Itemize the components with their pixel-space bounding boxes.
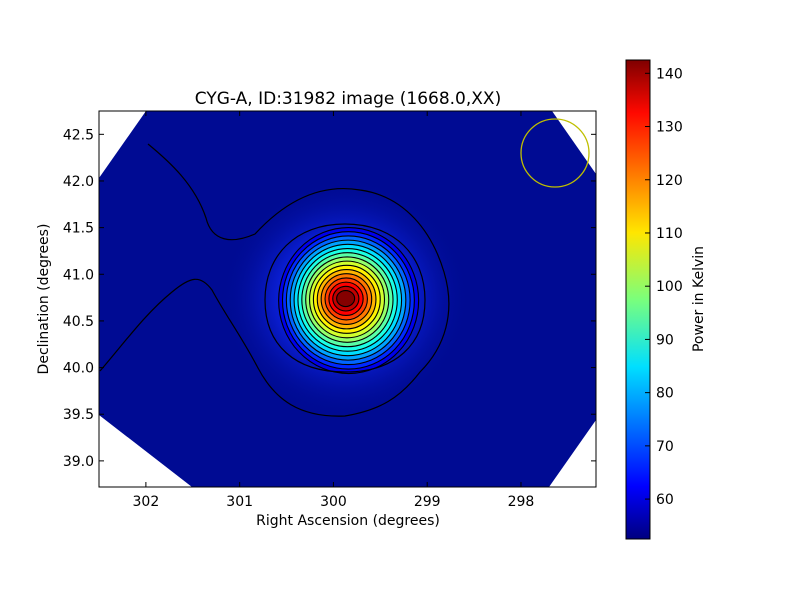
contour-line [328, 281, 364, 317]
contour-line [278, 226, 420, 375]
colorbar: 60 70 80 90 100 110 120 130 140 Power in Kelvin [625, 59, 707, 540]
x-axis-label: Right Ascension (degrees) [256, 513, 440, 529]
colorbar-tick-label: 80 [656, 386, 674, 402]
contour-inner-large [264, 223, 426, 373]
y-tick-label: 39.0 [63, 454, 94, 470]
y-axis-label: Declination (degrees) [36, 224, 52, 375]
colorbar-tick-label: 130 [656, 120, 683, 136]
contour-line [336, 289, 356, 308]
colorbar-tick-label: 60 [656, 492, 674, 508]
colorbar-tick-label: 90 [656, 332, 674, 348]
y-tick-label: 39.5 [63, 407, 94, 423]
outer-contours [99, 143, 450, 417]
contour-line [332, 285, 360, 312]
plot-area [98, 110, 597, 488]
beam-circle [520, 118, 590, 188]
colorbar-tick-label: 140 [656, 66, 683, 82]
x-axis: 302 301 300 299 298 [133, 111, 535, 510]
colorbar-gradient [625, 59, 651, 540]
y-axis: 39.0 39.5 40.0 40.5 41.0 41.5 42.0 42.5 [63, 127, 596, 470]
y-tick-label: 40.5 [63, 314, 94, 330]
contour-line [289, 239, 407, 361]
y-tick-label: 42.0 [63, 174, 94, 190]
colorbar-tick-label: 110 [656, 226, 683, 242]
plot-frame [98, 110, 597, 488]
contour-line [281, 231, 415, 370]
colorbar-tick-label: 120 [656, 173, 683, 189]
x-tick-label: 298 [508, 494, 535, 510]
y-tick-label: 41.5 [63, 221, 94, 237]
contour-line [309, 260, 386, 339]
x-tick-label: 302 [133, 494, 160, 510]
colorbar-tick-label: 100 [656, 279, 683, 295]
y-tick-label: 41.0 [63, 267, 94, 283]
colorbar-label: Power in Kelvin [691, 246, 707, 352]
contour-line [324, 277, 368, 321]
contour-outer-large [99, 143, 450, 417]
y-tick-label: 42.5 [63, 127, 94, 143]
contour-lines [278, 226, 420, 375]
contour-line [316, 268, 377, 330]
contour-band [336, 290, 355, 307]
contour-line [297, 247, 398, 352]
colorbar-ticks: 60 70 80 90 100 110 120 130 140 [645, 66, 683, 508]
chart-title: CYG-A, ID:31982 image (1668.0,XX) [195, 89, 501, 109]
x-tick-label: 300 [320, 494, 347, 510]
y-tick-label: 40.0 [63, 361, 94, 377]
colorbar-tick-label: 70 [656, 439, 674, 455]
contour-line [305, 256, 390, 343]
contour-line [312, 264, 381, 334]
contour-line [293, 243, 403, 357]
x-tick-label: 299 [414, 494, 441, 510]
x-tick-label: 301 [226, 494, 253, 510]
contour-line [285, 235, 411, 366]
contour-line [301, 252, 394, 348]
contour-line [320, 273, 373, 325]
